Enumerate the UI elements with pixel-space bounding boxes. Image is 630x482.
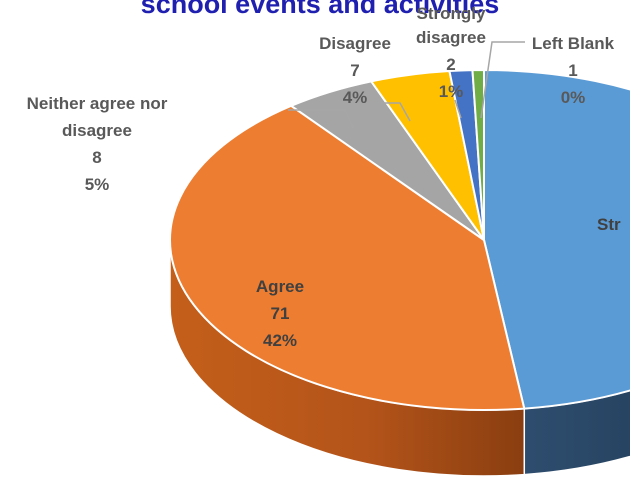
label-strongly-disagree: Strongly disagree 2 1% [396,4,506,105]
label-agree-name: Agree [255,277,305,296]
label-neither-name-1: Neither agree nor [26,94,168,113]
leader-left-blank [480,41,525,119]
label-strongly-disagree-name-2: disagree [416,28,486,47]
label-strongly-disagree-percent: 1% [438,82,464,101]
pie-top-layer [169,68,630,411]
label-strongly-disagree-name-1: Strongly [416,4,486,23]
leader-disagree [381,102,411,122]
label-neither-percent: 5% [84,175,110,194]
label-neither: Neither agree nor disagree 8 5% [2,90,192,198]
pie-slice-strongly-agree [483,68,630,410]
label-left-blank: Left Blank 1 0% [518,30,628,111]
chart-title: school events and activities [140,0,500,19]
label-neither-name-2: disagree [62,121,132,140]
label-strongly-disagree-value: 2 [446,55,456,74]
label-left-blank-percent: 0% [560,88,586,107]
label-disagree: Disagree 7 4% [305,30,405,111]
leader-lines [288,41,525,131]
label-strongly-agree-name: Str [597,215,621,234]
label-left-blank-value: 1 [568,61,578,80]
pie-slice-agree [169,104,526,411]
leader-neither [288,109,355,131]
label-agree: Agree 71 42% [215,273,345,354]
label-disagree-percent: 4% [342,88,368,107]
label-strongly-agree: Str [597,211,621,238]
label-left-blank-name: Left Blank [531,34,615,53]
label-disagree-value: 7 [350,61,360,80]
label-agree-value: 71 [270,304,290,323]
label-neither-value: 8 [92,148,102,167]
label-agree-percent: 42% [262,331,298,350]
leader-strongly-disagree [454,99,462,119]
label-disagree-name: Disagree [319,34,391,53]
